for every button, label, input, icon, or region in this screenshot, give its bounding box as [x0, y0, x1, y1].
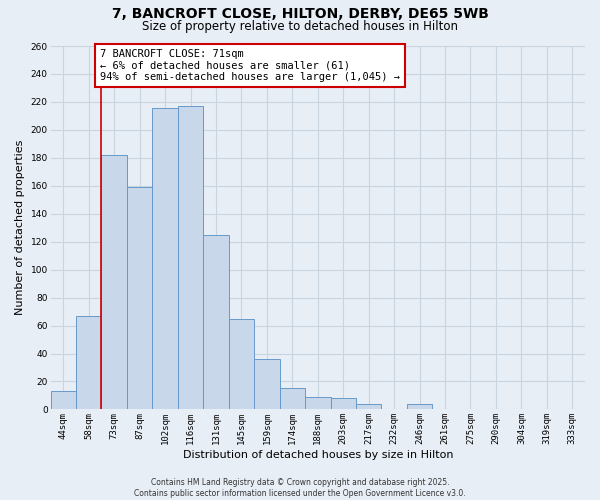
Bar [50, 391, 76, 409]
Bar [101, 155, 127, 409]
Bar [254, 359, 280, 410]
Bar [178, 106, 203, 410]
Bar [203, 234, 229, 410]
Bar [407, 404, 433, 409]
Bar [127, 187, 152, 410]
Text: 7, BANCROFT CLOSE, HILTON, DERBY, DE65 5WB: 7, BANCROFT CLOSE, HILTON, DERBY, DE65 5… [112, 8, 488, 22]
Bar [152, 108, 178, 410]
Text: Contains HM Land Registry data © Crown copyright and database right 2025.
Contai: Contains HM Land Registry data © Crown c… [134, 478, 466, 498]
Y-axis label: Number of detached properties: Number of detached properties [15, 140, 25, 316]
Bar [305, 397, 331, 409]
Bar [280, 388, 305, 409]
Bar [76, 316, 101, 410]
Text: Size of property relative to detached houses in Hilton: Size of property relative to detached ho… [142, 20, 458, 33]
Bar [331, 398, 356, 409]
Bar [229, 318, 254, 410]
Text: 7 BANCROFT CLOSE: 71sqm
← 6% of detached houses are smaller (61)
94% of semi-det: 7 BANCROFT CLOSE: 71sqm ← 6% of detached… [100, 49, 400, 82]
X-axis label: Distribution of detached houses by size in Hilton: Distribution of detached houses by size … [182, 450, 453, 460]
Bar [356, 404, 382, 409]
